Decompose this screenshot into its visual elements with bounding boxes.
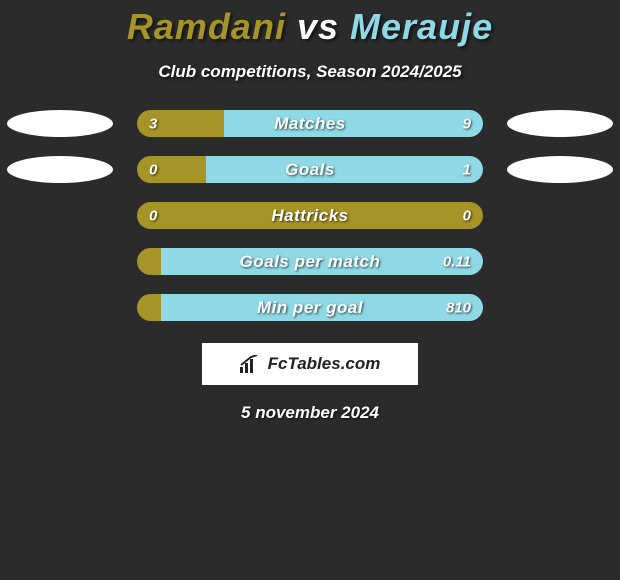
bar-stat-label: Min per goal	[137, 298, 483, 318]
bar-row: Min per goal810	[0, 294, 620, 321]
bar-stat-label: Matches	[137, 114, 483, 134]
bar-stat-label: Goals per match	[137, 252, 483, 272]
subtitle: Club competitions, Season 2024/2025	[0, 62, 620, 82]
bar-value-player1: 0	[149, 161, 157, 178]
player2-photo-placeholder	[507, 156, 613, 183]
bar-row: Goals per match0.11	[0, 248, 620, 275]
bar-value-player1: 3	[149, 115, 157, 132]
bar-track: Goals0 1	[137, 156, 483, 183]
comparison-infographic: Ramdani vs Merauje Club competitions, Se…	[0, 0, 620, 580]
player2-name: Merauje	[350, 6, 493, 47]
bar-value-player2: 9	[463, 115, 471, 132]
bar-row: Hattricks0 0	[0, 202, 620, 229]
bar-row: Goals0 1	[0, 156, 620, 183]
bar-row: Matches3 9	[0, 110, 620, 137]
attribution-badge: FcTables.com	[202, 343, 418, 385]
player1-photo-placeholder	[7, 110, 113, 137]
attribution-text: FcTables.com	[268, 354, 381, 374]
comparison-bars: Matches39Goals01Hattricks00Goals per mat…	[0, 110, 620, 321]
vs-separator: vs	[297, 6, 339, 47]
bar-stat-label: Hattricks	[137, 206, 483, 226]
bar-value-player2: 0.11	[443, 253, 471, 270]
bar-track: Min per goal810	[137, 294, 483, 321]
bar-value-player1: 0	[149, 207, 157, 224]
bar-value-player2: 810	[446, 299, 471, 316]
bar-value-player2: 1	[463, 161, 471, 178]
bar-track: Matches3 9	[137, 110, 483, 137]
player1-name: Ramdani	[127, 6, 286, 47]
date-label: 5 november 2024	[0, 403, 620, 423]
bar-track: Goals per match0.11	[137, 248, 483, 275]
bar-track: Hattricks0 0	[137, 202, 483, 229]
player1-photo-placeholder	[7, 156, 113, 183]
bar-stat-label: Goals	[137, 160, 483, 180]
player2-photo-placeholder	[507, 110, 613, 137]
page-title: Ramdani vs Merauje	[0, 0, 620, 48]
chart-icon	[240, 355, 262, 373]
bar-value-player2: 0	[463, 207, 471, 224]
